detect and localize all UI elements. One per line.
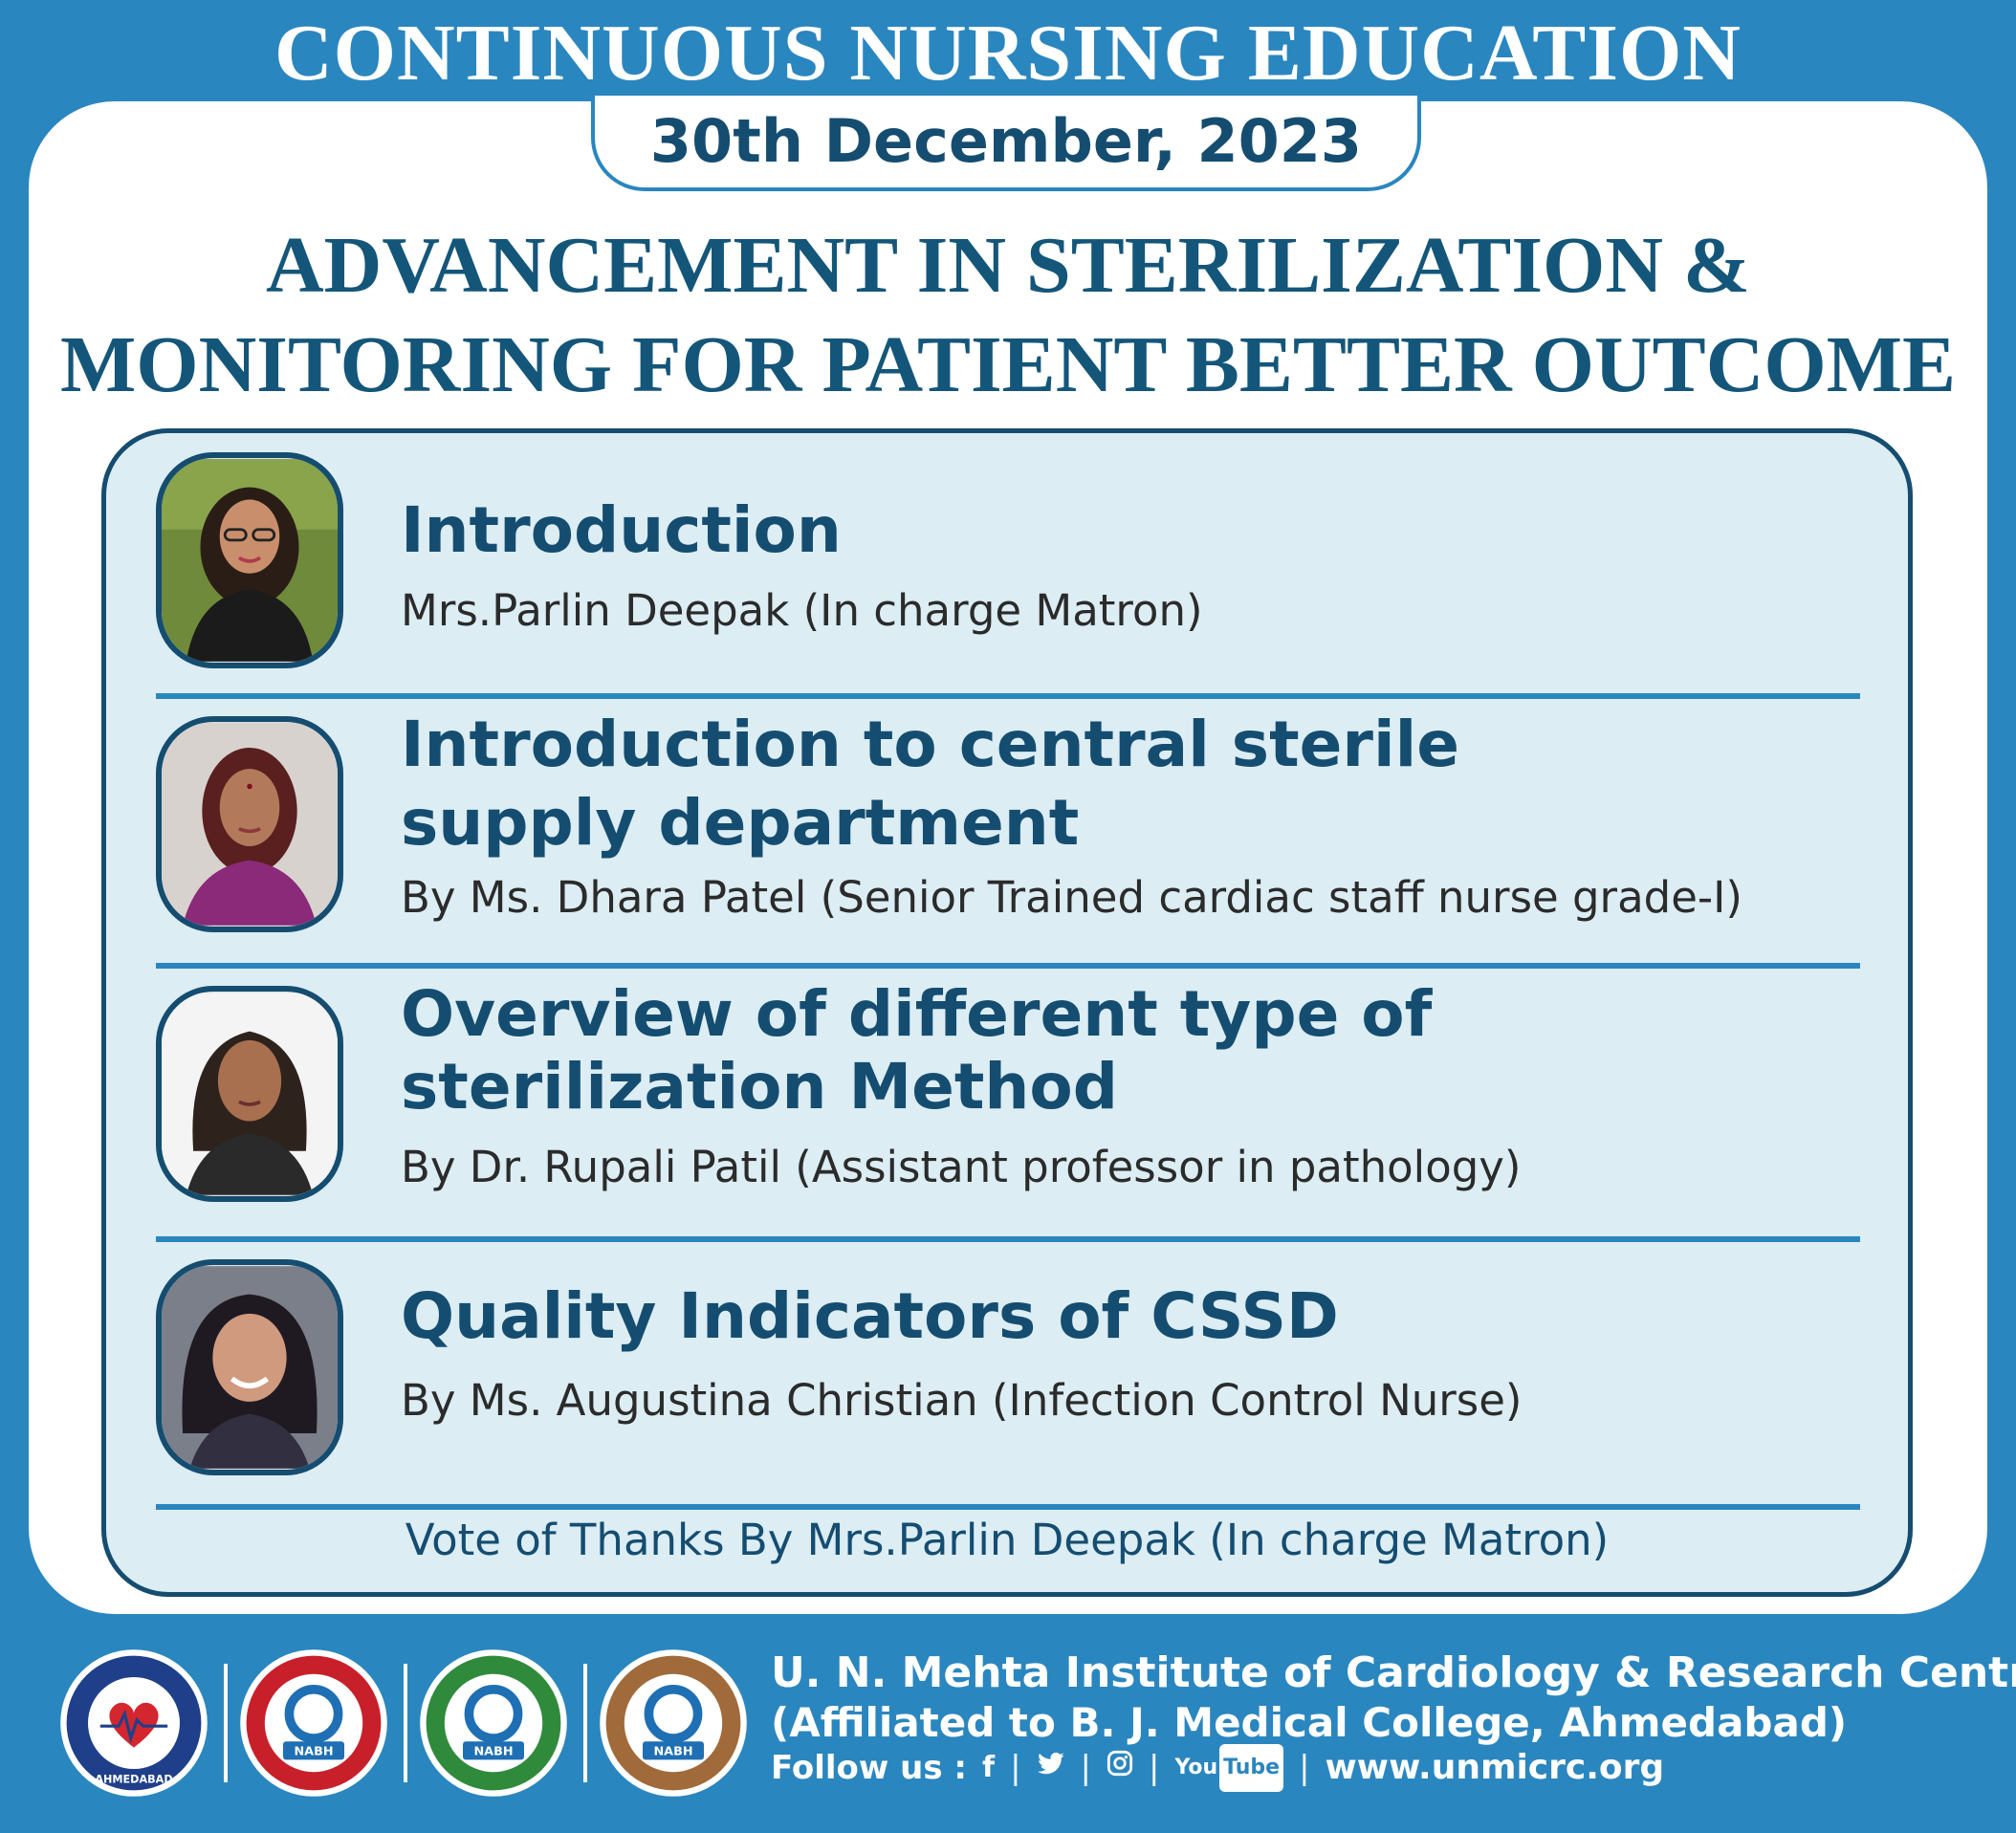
session-title: Quality Indicators of CSSD [401, 1279, 1339, 1353]
session-speaker: By Dr. Rupali Patil (Assistant professor… [401, 1142, 1522, 1192]
event-title: ADVANCEMENT IN STERILIZATION & MONITORIN… [0, 216, 2016, 415]
event-title-line-2: MONITORING FOR PATIENT BETTER OUTCOME [59, 320, 1957, 409]
session-speaker: By Ms. Dhara Patel (Senior Trained cardi… [401, 872, 1742, 923]
youtube-tube-text: Tube [1219, 1744, 1284, 1792]
session-divider [156, 693, 1860, 699]
social-separator: | [1010, 1749, 1021, 1787]
speaker-portrait-icon [162, 993, 338, 1195]
session-title-line-1: Overview of different type of [401, 977, 1433, 1051]
nabh-text: NABH [473, 1745, 513, 1759]
twitter-icon[interactable] [1037, 1744, 1065, 1792]
accreditation-badges: AHMEDABAD NABH NABH [50, 1647, 747, 1800]
session-divider [156, 963, 1860, 969]
follow-label: Follow us : [771, 1749, 967, 1787]
social-separator: | [1149, 1749, 1160, 1787]
institute-seal-logo: AHMEDABAD [57, 1647, 210, 1800]
speaker-portrait-icon [162, 459, 338, 662]
nabh-accredited-badge: NABH [237, 1647, 390, 1800]
social-separator: | [1080, 1749, 1091, 1787]
institute-name: U. N. Mehta Institute of Cardiology & Re… [771, 1648, 2016, 1697]
event-date: 30th December, 2023 [591, 96, 1421, 191]
youtube-icon[interactable]: You Tube [1174, 1744, 1284, 1792]
badge-separator [404, 1664, 407, 1782]
speaker-photo [156, 986, 343, 1202]
speaker-portrait-icon [162, 1266, 338, 1469]
instagram-icon[interactable] [1107, 1744, 1133, 1792]
session-title-line-1: Introduction to central sterile [401, 708, 1459, 781]
speaker-photo [156, 716, 343, 932]
session-speaker: By Ms. Augustina Christian (Infection Co… [401, 1375, 1523, 1426]
speaker-photo [156, 452, 343, 668]
sessions-panel: Introduction Mrs.Parlin Deepak (In charg… [101, 428, 1913, 1597]
page-header-title: CONTINUOUS NURSING EDUCATION [274, 9, 1742, 98]
social-follow-bar: Follow us : f | | | You Tube | www.unmic… [771, 1744, 1664, 1792]
vote-of-thanks: Vote of Thanks By Mrs.Parlin Deepak (In … [405, 1515, 1610, 1565]
facebook-icon[interactable]: f [982, 1751, 996, 1784]
institute-affiliation: (Affiliated to B. J. Medical College, Ah… [771, 1699, 1848, 1746]
social-separator: | [1299, 1749, 1310, 1787]
nabh-text: NABH [294, 1745, 333, 1759]
badge-separator [224, 1664, 228, 1782]
youtube-you-text: You [1174, 1756, 1218, 1779]
session-title: Introduction [401, 493, 842, 567]
speaker-portrait-icon [162, 723, 338, 926]
session-item: Overview of different type of sterilizat… [106, 976, 1908, 1234]
nabh-text: NABH [653, 1745, 692, 1759]
badge-separator [583, 1664, 587, 1782]
speaker-photo [156, 1259, 343, 1475]
seal-bottom-text: AHMEDABAD [95, 1773, 172, 1785]
nabh-nursing-badge: NABH [417, 1647, 570, 1800]
event-title-line-1: ADVANCEMENT IN STERILIZATION & [266, 221, 1750, 310]
session-title-line-2: supply department [401, 786, 1080, 860]
session-item: Introduction Mrs.Parlin Deepak (In charg… [106, 447, 1908, 686]
session-item: Quality Indicators of CSSD By Ms. August… [106, 1250, 1908, 1498]
session-speaker: Mrs.Parlin Deepak (In charge Matron) [401, 585, 1203, 636]
session-item: Introduction to central sterile supply d… [106, 707, 1908, 965]
session-title-line-2: sterilization Method [401, 1050, 1119, 1124]
website-link[interactable]: www.unmicrc.org [1325, 1748, 1665, 1787]
session-divider [156, 1504, 1860, 1510]
session-divider [156, 1236, 1860, 1242]
nabh-emergency-badge: NABH [597, 1647, 750, 1800]
